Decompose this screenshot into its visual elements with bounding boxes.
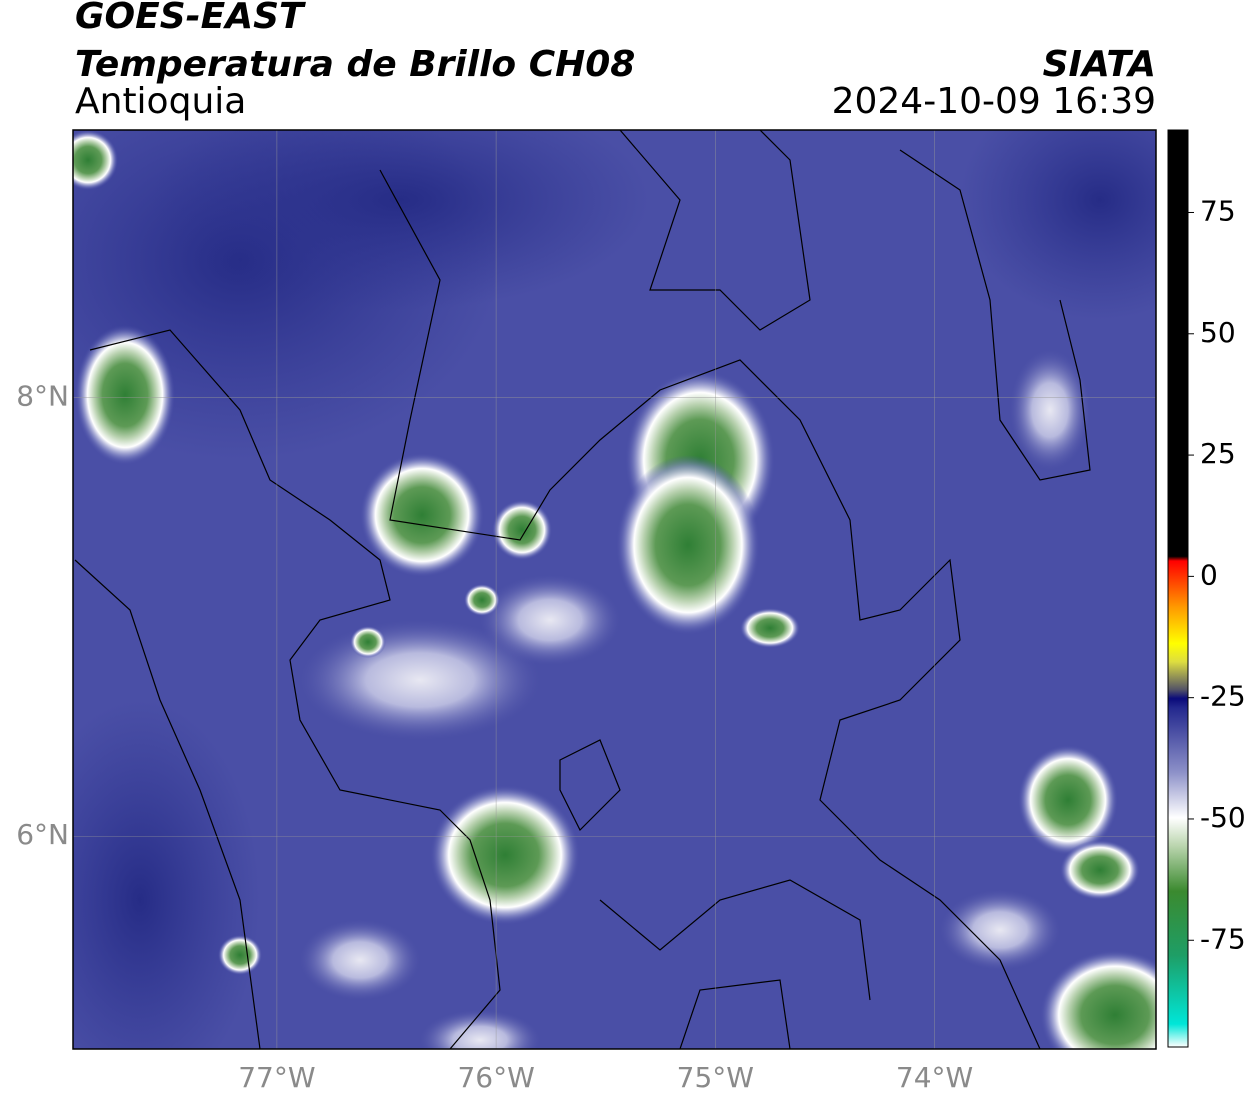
timestamp: 2024-10-09 16:39: [832, 81, 1156, 122]
colorbar-tick-label: -25: [1200, 680, 1246, 713]
lon-tick-label: 74°W: [896, 1061, 973, 1094]
lon-tick-label: 77°W: [238, 1061, 315, 1094]
lat-tick-label: 6°N: [16, 818, 69, 851]
colorbar-tick-label: -50: [1200, 801, 1246, 834]
source: SIATA: [1043, 44, 1156, 85]
colorbar-tick-label: -75: [1200, 922, 1246, 955]
colorbar-tick-label: 25: [1200, 437, 1236, 470]
colorbar: [1167, 129, 1189, 1048]
subtitle: Temperatura de Brillo CH08: [75, 44, 635, 85]
colorbar-tick-label: 50: [1200, 316, 1236, 349]
graticule: [73, 130, 1156, 1049]
borders: [74, 130, 1091, 1049]
title: GOES-EAST: [75, 0, 306, 37]
lat-tick-label: 8°N: [16, 380, 69, 413]
lon-tick-label: 75°W: [677, 1061, 754, 1094]
map-frame: [72, 129, 1157, 1050]
region: Antioquia: [75, 81, 246, 122]
colorbar-tick-label: 75: [1200, 194, 1236, 227]
lon-tick-label: 76°W: [457, 1061, 534, 1094]
satellite-image: [73, 130, 1156, 1049]
colorbar-tick-label: 0: [1200, 558, 1218, 591]
